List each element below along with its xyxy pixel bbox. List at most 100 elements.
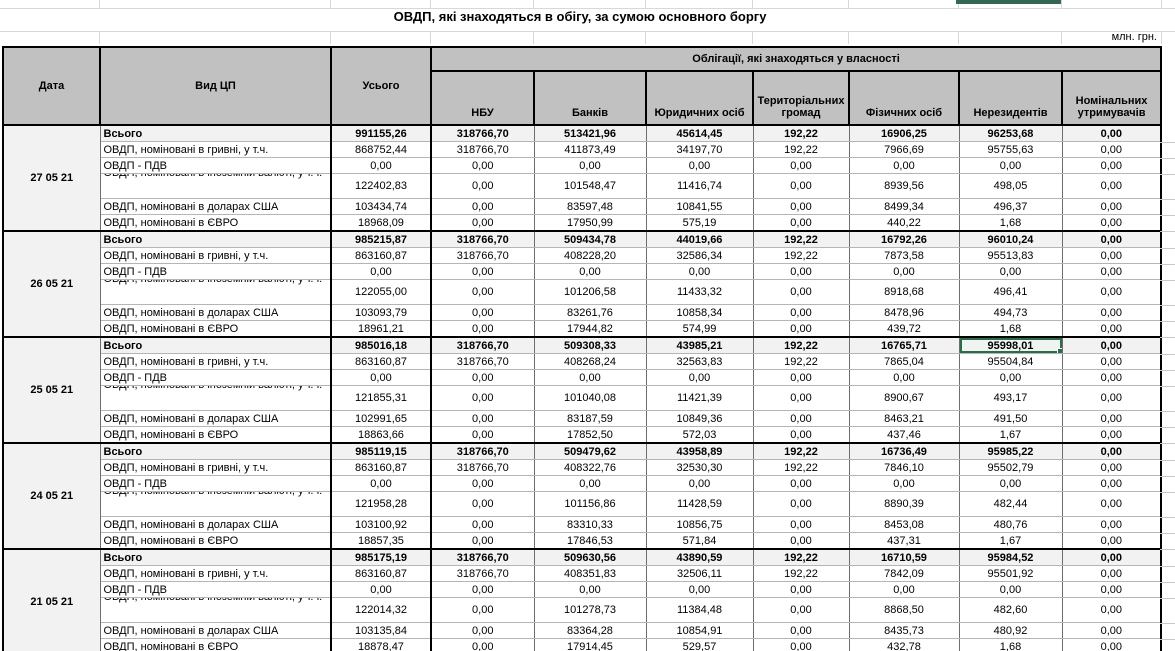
row-label-cell[interactable]: ОВДП, номіновані в доларах США	[99, 198, 332, 215]
value-cell[interactable]: 122014,32	[330, 597, 432, 623]
value-cell[interactable]: 95502,79	[958, 459, 1063, 476]
value-cell[interactable]: 0,00	[645, 581, 754, 598]
row-label-cell[interactable]: ОВДП - ПДВ	[99, 157, 332, 174]
value-cell[interactable]: 0,00	[1061, 475, 1162, 492]
value-cell[interactable]: 1,68	[958, 638, 1063, 651]
value-cell[interactable]: 0,00	[752, 279, 850, 305]
value-cell[interactable]: 0,00	[430, 157, 535, 174]
row-label-cell[interactable]: ОВДП - ПДВ	[99, 263, 332, 280]
value-cell[interactable]: 432,78	[848, 638, 960, 651]
row-label-cell[interactable]: ОВДП, номіновані в ЄВРО	[99, 320, 332, 338]
value-cell[interactable]: 10849,36	[645, 410, 754, 427]
value-cell[interactable]: 437,46	[848, 426, 960, 444]
value-cell[interactable]: 192,22	[752, 141, 850, 158]
value-cell[interactable]: 95504,84	[958, 353, 1063, 370]
row-label-cell[interactable]: ОВДП, номіновані в ЄВРО	[99, 638, 332, 651]
value-cell[interactable]: 0,00	[848, 369, 960, 386]
date-cell[interactable]: 26 05 21	[2, 230, 101, 338]
value-cell[interactable]: 11433,32	[645, 279, 754, 305]
value-cell[interactable]: 32563,83	[645, 353, 754, 370]
value-cell[interactable]: 7842,09	[848, 565, 960, 582]
value-cell[interactable]: 192,22	[752, 548, 850, 566]
value-cell[interactable]: 0,00	[752, 491, 850, 517]
row-label-cell[interactable]: Всього	[99, 442, 332, 460]
value-cell[interactable]: 0,00	[752, 410, 850, 427]
value-cell[interactable]: 17950,99	[533, 214, 647, 232]
row-label-cell[interactable]: Всього	[99, 124, 332, 142]
value-cell[interactable]: 0,00	[1061, 581, 1162, 598]
value-cell[interactable]: 985016,18	[330, 336, 432, 354]
value-cell[interactable]: 440,22	[848, 214, 960, 232]
row-label-cell[interactable]: ОВДП, номіновані в гривні, у т.ч.	[99, 141, 332, 158]
value-cell[interactable]: 192,22	[752, 459, 850, 476]
value-cell[interactable]: 43985,21	[645, 336, 754, 354]
value-cell[interactable]: 318766,70	[430, 230, 535, 248]
value-cell[interactable]: 0,00	[430, 597, 535, 623]
value-cell[interactable]: 192,22	[752, 336, 850, 354]
value-cell[interactable]: 16736,49	[848, 442, 960, 460]
value-cell[interactable]: 0,00	[533, 475, 647, 492]
value-cell[interactable]: 102991,65	[330, 410, 432, 427]
value-cell[interactable]: 8499,34	[848, 198, 960, 215]
value-cell[interactable]: 0,00	[958, 475, 1063, 492]
row-label-cell[interactable]: ОВДП, номіновані в іноземній валюті, у т…	[99, 491, 332, 517]
value-cell[interactable]: 0,00	[752, 516, 850, 533]
value-cell[interactable]: 0,00	[1061, 336, 1162, 354]
value-cell[interactable]: 0,00	[1061, 247, 1162, 264]
value-cell[interactable]: 0,00	[1061, 491, 1162, 517]
value-cell[interactable]: 10856,75	[645, 516, 754, 533]
column-header-0[interactable]: Дата	[2, 46, 101, 126]
value-cell[interactable]: 408322,76	[533, 459, 647, 476]
value-cell[interactable]: 0,00	[752, 198, 850, 215]
value-cell[interactable]: 318766,70	[430, 353, 535, 370]
value-cell[interactable]: 16792,26	[848, 230, 960, 248]
value-cell[interactable]: 480,92	[958, 622, 1063, 639]
value-cell[interactable]: 122402,83	[330, 173, 432, 199]
value-cell[interactable]: 863160,87	[330, 353, 432, 370]
value-cell[interactable]: 0,00	[752, 214, 850, 232]
value-cell[interactable]: 0,00	[330, 581, 432, 598]
value-cell[interactable]: 101156,86	[533, 491, 647, 517]
row-label-cell[interactable]: ОВДП, номіновані в гривні, у т.ч.	[99, 565, 332, 582]
value-cell[interactable]: 0,00	[533, 581, 647, 598]
owner-column-header-2[interactable]: Юридичних осіб	[645, 70, 754, 126]
value-cell[interactable]: 0,00	[752, 597, 850, 623]
row-label-cell[interactable]: ОВДП, номіновані в іноземній валюті, у т…	[99, 597, 332, 623]
value-cell[interactable]: 8900,67	[848, 385, 960, 411]
value-cell[interactable]: 985215,87	[330, 230, 432, 248]
value-cell[interactable]: 0,00	[1061, 173, 1162, 199]
column-header-2[interactable]: Усього	[330, 46, 432, 126]
value-cell[interactable]: 0,00	[752, 426, 850, 444]
value-cell[interactable]: 0,00	[430, 369, 535, 386]
row-label-cell[interactable]: ОВДП, номіновані в іноземній валюті, у т…	[99, 173, 332, 199]
selected-cell[interactable]: 95998,01	[958, 336, 1063, 354]
value-cell[interactable]: 103434,74	[330, 198, 432, 215]
value-cell[interactable]: 0,00	[1061, 198, 1162, 215]
value-cell[interactable]: 16710,59	[848, 548, 960, 566]
value-cell[interactable]: 17944,82	[533, 320, 647, 338]
value-cell[interactable]: 863160,87	[330, 247, 432, 264]
value-cell[interactable]: 17852,50	[533, 426, 647, 444]
value-cell[interactable]: 496,37	[958, 198, 1063, 215]
value-cell[interactable]: 0,00	[430, 581, 535, 598]
row-label-cell[interactable]: ОВДП, номіновані в ЄВРО	[99, 214, 332, 232]
value-cell[interactable]: 192,22	[752, 124, 850, 142]
owner-column-header-5[interactable]: Нерезидентів	[958, 70, 1063, 126]
value-cell[interactable]: 101040,08	[533, 385, 647, 411]
value-cell[interactable]: 0,00	[752, 320, 850, 338]
row-label-cell[interactable]: ОВДП, номіновані в гривні, у т.ч.	[99, 247, 332, 264]
value-cell[interactable]: 0,00	[1061, 385, 1162, 411]
value-cell[interactable]: 574,99	[645, 320, 754, 338]
value-cell[interactable]: 0,00	[1061, 442, 1162, 460]
value-cell[interactable]: 868752,44	[330, 141, 432, 158]
value-cell[interactable]: 192,22	[752, 247, 850, 264]
value-cell[interactable]: 18961,21	[330, 320, 432, 338]
value-cell[interactable]: 0,00	[1061, 157, 1162, 174]
value-cell[interactable]: 32530,30	[645, 459, 754, 476]
group-column-header[interactable]: Облігації, які знаходяться у власності	[429, 46, 1163, 72]
value-cell[interactable]: 32506,11	[645, 565, 754, 582]
value-cell[interactable]: 0,00	[752, 475, 850, 492]
value-cell[interactable]: 96010,24	[958, 230, 1063, 248]
owner-column-header-4[interactable]: Фізичних осіб	[848, 70, 960, 126]
value-cell[interactable]: 491,50	[958, 410, 1063, 427]
